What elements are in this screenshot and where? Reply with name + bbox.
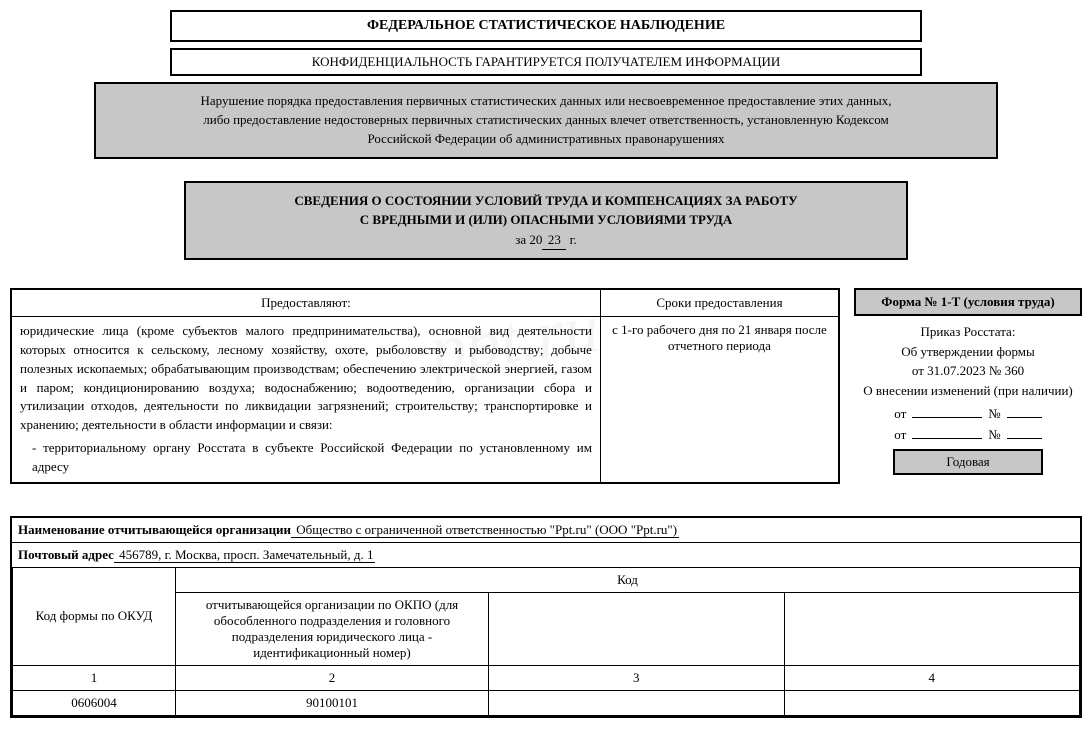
col3-value [489,690,785,715]
okpo-value: 90100101 [176,690,489,715]
ot-label-1: от [894,406,906,422]
code-table: Код формы по ОКУД Код отчитывающейся орг… [12,567,1080,716]
provide-header-right: Сроки предоставления [600,289,839,317]
colnum-3: 3 [489,665,785,690]
ot-blank-1 [912,404,982,418]
confidentiality-box: КОНФИДЕНЦИАЛЬНОСТЬ ГАРАНТИРУЕТСЯ ПОЛУЧАТ… [170,48,922,76]
okud-value: 0606004 [13,690,176,715]
ot-label-2: от [894,427,906,443]
num-label-1: № [988,406,1000,422]
right-panel: Форма № 1-Т (условия труда) Приказ Росст… [854,288,1082,475]
amendment-lines: от № от № [854,404,1082,443]
form-title-box: Форма № 1-Т (условия труда) [854,288,1082,316]
warning-line-1: Нарушение порядка предоставления первичн… [106,92,986,111]
org-name-value: Общество с ограниченной ответственностью… [291,522,679,538]
report-info-box: СВЕДЕНИЯ О СОСТОЯНИИ УСЛОВИЙ ТРУДА И КОМ… [184,181,908,261]
org-addr-line: Почтовый адрес 456789, г. Москва, просп.… [12,543,1080,567]
form-title: Форма № 1-Т (условия труда) [881,294,1054,309]
org-addr-label: Почтовый адрес [18,547,114,562]
okud-header: Код формы по ОКУД [13,567,176,665]
warning-line-2: либо предоставление недостоверных первич… [106,111,986,130]
okud-header-text: Код формы по ОКУД [19,607,169,625]
organization-block: Наименование отчитывающейся организации … [10,516,1082,718]
org-name-label: Наименование отчитывающейся организации [18,522,291,537]
annual-text: Годовая [946,454,989,469]
colnum-1: 1 [13,665,176,690]
colnum-4: 4 [784,665,1080,690]
col3-header [489,592,785,665]
num-label-2: № [988,427,1000,443]
org-addr-value: 456789, г. Москва, просп. Замечательный,… [114,547,376,563]
annual-box: Годовая [893,449,1043,475]
num-blank-2 [1007,425,1042,439]
info-line-1: СВЕДЕНИЯ О СОСТОЯНИИ УСЛОВИЙ ТРУДА И КОМ… [196,191,896,211]
year-value: 23 [542,230,566,251]
warning-box: Нарушение порядка предоставления первичн… [94,82,998,159]
order-text: Приказ Росстата: Об утверждении формы от… [854,322,1082,400]
order-line-3: от 31.07.2023 № 360 [854,361,1082,381]
info-line-2: С ВРЕДНЫМИ И (ИЛИ) ОПАСНЫМИ УСЛОВИЯМИ ТР… [196,210,896,230]
col4-value [784,690,1080,715]
year-suffix: г. [566,232,576,247]
colnum-2: 2 [176,665,489,690]
order-line-1: Приказ Росстата: [854,322,1082,342]
year-prefix: за 20 [515,232,542,247]
provide-indent-text: - территориальному органу Росстата в суб… [20,439,592,477]
federal-title-box: ФЕДЕРАЛЬНОЕ СТАТИСТИЧЕСКОЕ НАБЛЮДЕНИЕ [170,10,922,42]
federal-title: ФЕДЕРАЛЬНОЕ СТАТИСТИЧЕСКОЕ НАБЛЮДЕНИЕ [367,18,725,33]
kod-header: Код [176,567,1080,592]
order-line-2: Об утверждении формы [854,342,1082,362]
year-row: за 2023 г. [196,230,896,251]
warning-line-3: Российской Федерации об административных… [106,130,986,149]
provide-header-left: Предоставляют: [11,289,600,317]
provide-deadline: с 1-го рабочего дня по 21 января после о… [600,317,839,483]
provide-table: Предоставляют: Сроки предоставления юрид… [10,288,840,484]
confidentiality-text: КОНФИДЕНЦИАЛЬНОСТЬ ГАРАНТИРУЕТСЯ ПОЛУЧАТ… [312,54,781,69]
col4-header [784,592,1080,665]
num-blank-1 [1007,404,1042,418]
okpo-header: отчитывающейся организации по ОКПО (для … [176,592,489,665]
order-line-4: О внесении изменений (при наличии) [854,381,1082,401]
provide-body-cell: юридические лица (кроме субъектов малого… [11,317,600,483]
ot-blank-2 [912,425,982,439]
provide-body-text: юридические лица (кроме субъектов малого… [20,322,592,435]
org-name-line: Наименование отчитывающейся организации … [12,518,1080,543]
